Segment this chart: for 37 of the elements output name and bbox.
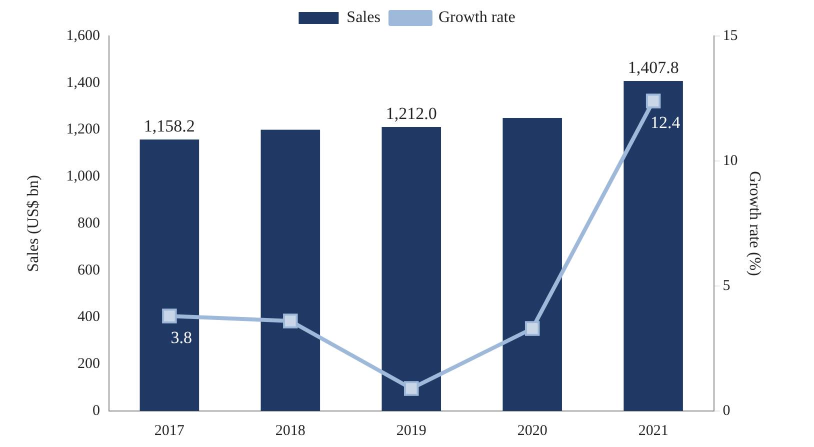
point	[524, 321, 540, 336]
point	[283, 314, 298, 328]
y-tick-label: 0	[92, 402, 100, 419]
data-label: 1,407.8	[628, 58, 679, 78]
x-tick-label: 2018	[275, 422, 306, 439]
x-tick-label: 2017	[154, 422, 185, 439]
legend-label: Sales	[346, 9, 380, 26]
y-tick-label: 200	[77, 356, 100, 372]
x-tick-label: 2020	[517, 422, 548, 439]
y-tick-label: 800	[77, 215, 100, 232]
y2-tick-label: 10	[722, 152, 738, 169]
point	[646, 94, 661, 108]
legend-label: Growth rate	[438, 9, 516, 26]
bar	[624, 81, 683, 411]
bar	[502, 118, 562, 411]
data-label: 1,158.2	[144, 116, 195, 136]
bar	[382, 126, 442, 411]
x-tick-label: 2019	[396, 422, 426, 439]
data-label: 1,212.0	[386, 104, 437, 123]
x-tick-label: 2021	[638, 422, 668, 439]
point	[404, 381, 419, 396]
data-label: 3.8	[170, 328, 192, 347]
bar	[260, 130, 320, 411]
bar	[140, 140, 200, 411]
y-tick-label: 1,400	[66, 74, 100, 91]
y2-tick-label: 0	[722, 402, 730, 419]
y-tick-label: 1,600	[66, 28, 100, 44]
y2-axis-title: Growth rate (%)	[746, 171, 764, 276]
y-tick-label: 600	[77, 262, 100, 278]
data-label: 12.4	[650, 112, 681, 132]
point	[162, 308, 177, 324]
y2-tick-label: 5	[722, 278, 730, 294]
y-axis-title: Sales (US$ bn)	[24, 175, 42, 272]
y-tick-label: 400	[77, 309, 100, 326]
y-tick-label: 1,000	[66, 168, 100, 185]
y2-tick-label: 15	[722, 28, 738, 44]
y-tick-label: 1,200	[66, 122, 100, 138]
